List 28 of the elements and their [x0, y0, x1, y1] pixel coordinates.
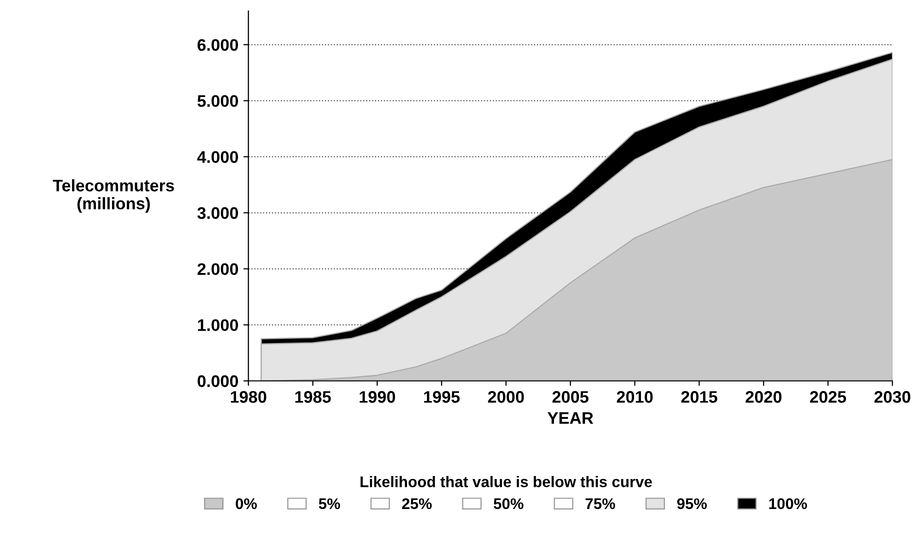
x-tick-label: 1990: [360, 391, 396, 403]
legend-label: 25%: [402, 498, 432, 510]
y-axis-title: Telecommuters (millions): [52, 179, 174, 213]
x-tick-label: 2020: [746, 391, 782, 403]
x-tick-label: 1980: [230, 391, 266, 403]
legend-label: 100%: [769, 498, 807, 510]
legend-label: 0%: [236, 498, 257, 510]
y-tick-label: 2.000: [198, 263, 238, 276]
x-tick-label: 2025: [810, 391, 846, 403]
x-tick-label: 1985: [295, 391, 331, 403]
y-tick-label: 5.000: [197, 95, 238, 107]
y-tick-label: 6.000: [198, 39, 238, 51]
legend-label: 5%: [318, 498, 340, 510]
legend-label: 95%: [677, 498, 707, 510]
x-tick-label: 2000: [488, 391, 524, 403]
x-axis-title: YEAR: [548, 412, 594, 424]
x-tick-label: 1995: [424, 391, 460, 403]
x-tick-label: 2030: [874, 391, 910, 403]
x-tick-label: 2010: [616, 391, 653, 403]
y-tick-label: 0.000: [198, 375, 238, 388]
legend-label: 75%: [586, 498, 616, 510]
x-tick-label: 2005: [552, 391, 588, 403]
y-tick-label: 1.000: [198, 319, 238, 332]
y-tick-label: 4.000: [197, 151, 238, 163]
legend-title: Likelihood that value is below this curve: [360, 476, 652, 488]
x-tick-label: 2015: [681, 391, 718, 403]
legend-label: 50%: [494, 498, 524, 510]
y-tick-label: 3.000: [197, 207, 238, 219]
